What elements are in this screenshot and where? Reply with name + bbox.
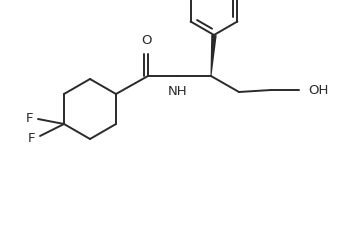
Polygon shape bbox=[210, 36, 217, 77]
Text: O: O bbox=[142, 34, 152, 47]
Text: F: F bbox=[26, 111, 33, 124]
Text: OH: OH bbox=[308, 83, 328, 96]
Text: F: F bbox=[27, 131, 35, 144]
Text: NH: NH bbox=[168, 85, 188, 98]
